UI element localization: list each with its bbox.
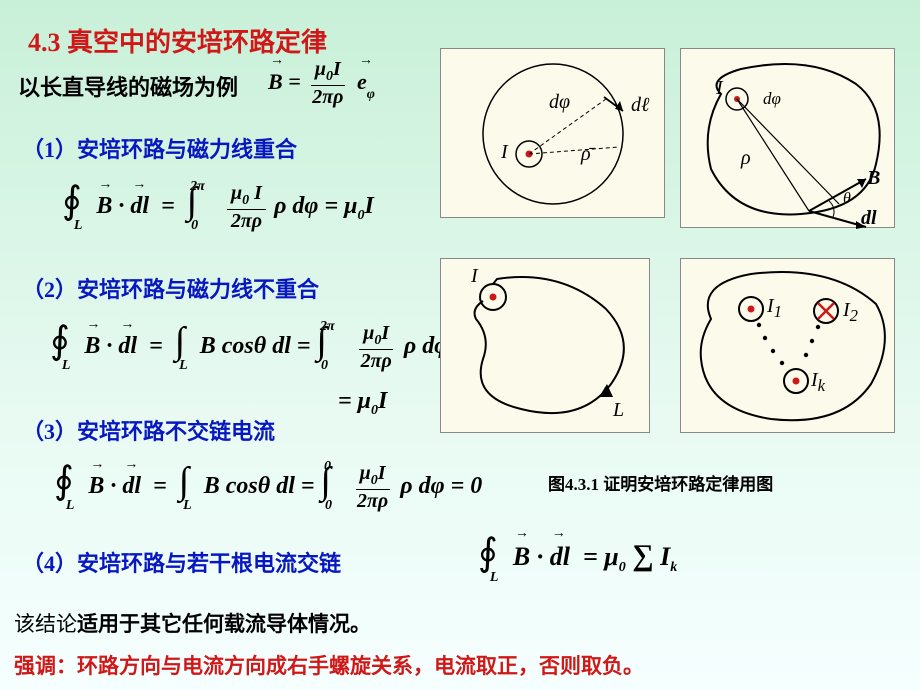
case-4-heading: （4）安培环路与若干根电流交链 bbox=[22, 546, 341, 578]
b-field-formula: B = μ0I2πρ eφ bbox=[268, 58, 375, 109]
diagram-2-arbitrary-loop: I dφ ρ B θ dl bbox=[680, 48, 895, 228]
case-1-heading: （1）安培环路与磁力线重合 bbox=[22, 132, 297, 164]
emphasis-line: 强调：环路方向与电流方向成右手螺旋关系，电流取正，否则取负。 bbox=[14, 650, 644, 680]
case-2-heading: （2）安培环路与磁力线不重合 bbox=[22, 272, 319, 304]
case-2-equation: ∮L B · dl = ∫L B cosθ dl = ∫02π μ0I2πρ ρ… bbox=[50, 318, 448, 373]
case-3-heading: （3）安培环路不交链电流 bbox=[22, 414, 275, 446]
figure-caption: 图4.3.1 证明安培环路定律用图 bbox=[548, 470, 773, 495]
case-2-equation-result: = μ0I bbox=[338, 388, 387, 419]
diagram-1-coincident-loop: I dφ dℓ ρ̄ bbox=[440, 48, 665, 218]
case-1-equation: ∮L B · dl = ∫02π μ0 I2πρ ρ dφ = μ0I bbox=[62, 178, 374, 233]
case-4-equation: ∮L B · dl = μ0 ∑ Ik bbox=[478, 530, 677, 576]
subtitle-text: 以长直导线的磁场为例 bbox=[18, 70, 238, 102]
conclusion-line: 该结论适用于其它任何载流导体情况。 bbox=[14, 608, 371, 638]
diagram-3-no-linkage: I L bbox=[440, 258, 650, 433]
case-3-equation: ∮L B · dl = ∫L B cosθ dl = ∫00 μ0I2πρ ρ … bbox=[54, 458, 482, 513]
diagram-4-multiple-currents: I1 I2 Ik bbox=[680, 258, 895, 433]
